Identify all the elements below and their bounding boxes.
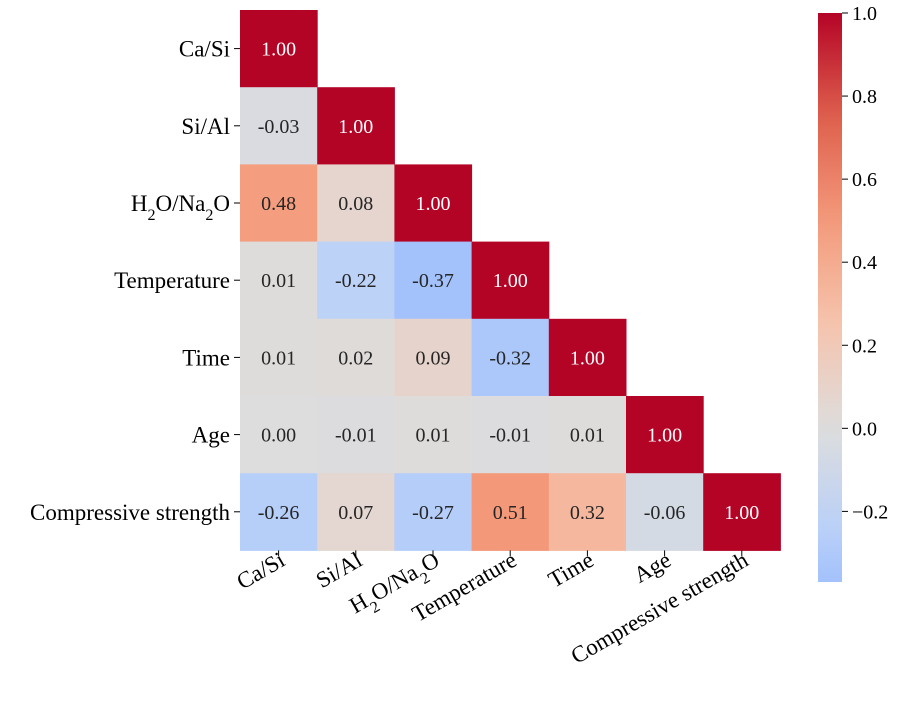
heatmap-cell [548, 396, 627, 474]
cell-value-label: 0.01 [416, 425, 451, 447]
colorbar-tick-label: 0.6 [852, 169, 877, 191]
heatmap-cell [394, 241, 473, 320]
cell-value-label: 1.00 [493, 270, 528, 292]
colorbar-tick-label: 0.4 [852, 252, 877, 274]
cell-value-label: 0.01 [261, 347, 296, 369]
colorbar-ticks: −0.2 0.0 0.2 0.4 0.6 0.8 1.0 [842, 3, 888, 523]
heatmap-cell [240, 164, 318, 243]
cell-value-label: 0.08 [338, 193, 373, 215]
cell-value-label: 1.00 [338, 116, 373, 138]
cell-value-label: -0.03 [258, 116, 300, 138]
cell-value-label: 1.00 [261, 39, 296, 61]
heatmap-cell [626, 473, 704, 551]
heatmap-cell [240, 87, 318, 165]
colorbar-tick-label: −0.2 [852, 501, 888, 523]
row-label-si-al: Si/Al [181, 114, 230, 139]
cell-value-label: 0.01 [261, 270, 296, 292]
heatmap-cell [471, 473, 550, 551]
cell-value-label: -0.01 [335, 425, 377, 447]
cell-value-label: 0.00 [261, 425, 296, 447]
colorbar-tick-label: 1.0 [852, 3, 877, 25]
heatmap-cell [471, 318, 550, 397]
cell-value-label: 0.09 [416, 347, 451, 369]
heatmap-cell [240, 241, 318, 320]
cell-value-label: 0.02 [338, 347, 373, 369]
heatmap-cell [394, 164, 473, 243]
heatmap-cell [317, 396, 395, 474]
heatmap-cell [317, 473, 395, 551]
cell-value-label: 0.48 [261, 193, 296, 215]
heatmap-cell [317, 164, 395, 243]
cell-value-label: 1.00 [570, 347, 605, 369]
heatmap-cell [317, 241, 395, 320]
cell-value-label: -0.26 [258, 502, 300, 524]
cell-value-label: 1.00 [724, 502, 759, 524]
heatmap-cell [394, 473, 473, 551]
heatmap-cell [626, 396, 704, 474]
cell-value-label: 0.32 [570, 502, 605, 524]
cell-value-label: -0.06 [644, 502, 686, 524]
cell-value-label: -0.37 [412, 270, 454, 292]
heatmap-cell [394, 318, 473, 397]
heatmap-cell [471, 241, 550, 320]
cell-value-label: 1.00 [647, 425, 682, 447]
row-label-ca-si: Ca/Si [179, 37, 230, 62]
heatmap-cell [471, 396, 550, 474]
column-label-ca-si: Ca/Si [232, 547, 289, 594]
colorbar-tick-label: 0.8 [852, 86, 877, 108]
column-label-si-al: Si/Al [312, 547, 367, 593]
heatmap-cell [317, 87, 395, 165]
row-label-age: Age [192, 423, 230, 448]
colorbar-tick-label: 0.0 [852, 418, 877, 440]
cell-value-label: -0.32 [489, 347, 531, 369]
cell-value-label: 0.07 [338, 502, 373, 524]
heatmap-cell [548, 473, 627, 551]
heatmap-cell-labels: 1.00 -0.03 1.00 0.48 0.08 1.00 0.01 -0.22 -0.37 1… [258, 39, 760, 524]
heatmap-cell [240, 10, 318, 88]
cell-value-label: -0.27 [412, 502, 454, 524]
cell-value-label: -0.01 [489, 425, 531, 447]
heatmap-cell [394, 396, 473, 474]
colorbar-tick-label: 0.2 [852, 335, 877, 357]
column-label-age: Age [629, 547, 675, 588]
heatmap-cell [240, 473, 318, 551]
cell-value-label: -0.22 [335, 270, 377, 292]
heatmap-cell [240, 396, 318, 474]
heatmap-cell [240, 318, 318, 397]
row-label-temperature: Temperature [114, 268, 230, 293]
heatmap-cell [548, 318, 627, 397]
row-label-compressive-strength: Compressive strength [30, 500, 230, 525]
heatmap-cell [317, 318, 395, 397]
cell-value-label: 0.01 [570, 425, 605, 447]
row-tick-labels: Ca/Si Si/Al H2O/Na2O Temperature Time Age Comp… [30, 37, 240, 525]
heatmap-cells [240, 10, 781, 551]
heatmap-cell [703, 473, 781, 551]
row-label-h2o-na2o: H2O/Na2O [131, 191, 230, 224]
cell-value-label: 0.51 [493, 502, 528, 524]
column-label-time: Time [544, 547, 598, 593]
colorbar [818, 13, 842, 582]
cell-value-label: 1.00 [416, 193, 451, 215]
row-label-time: Time [182, 345, 230, 370]
